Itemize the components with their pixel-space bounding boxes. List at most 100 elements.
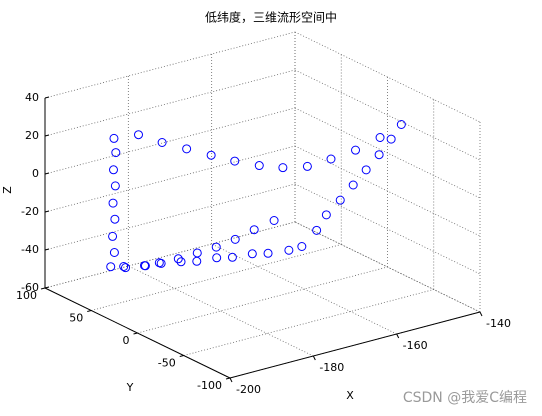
point	[297, 242, 307, 251]
grid-line	[294, 107, 481, 199]
x-tick	[479, 311, 483, 317]
watermark: CSDN @我爱C编程	[403, 390, 527, 406]
point	[361, 165, 371, 175]
point	[119, 262, 129, 271]
point	[386, 134, 396, 144]
x-axis-label: X	[346, 389, 354, 402]
point	[374, 150, 384, 160]
x-tick	[312, 355, 316, 361]
point	[109, 133, 119, 143]
point	[254, 161, 264, 171]
grid-line	[294, 145, 481, 237]
grid-line	[44, 183, 296, 251]
grid-line	[294, 221, 481, 313]
grid-line	[137, 266, 388, 334]
grid-line	[44, 145, 296, 213]
z-tick-label: -60	[21, 281, 39, 294]
grid-line	[294, 183, 481, 275]
grid-line	[44, 107, 296, 175]
x-axis-line	[229, 311, 481, 379]
y-tick	[40, 287, 46, 290]
z-tick	[44, 248, 50, 251]
point	[182, 144, 192, 154]
y-tick	[87, 310, 92, 312]
point	[326, 154, 336, 164]
z-axis-label: Z	[1, 186, 14, 194]
point	[278, 163, 288, 173]
grid-line	[211, 243, 397, 335]
point	[154, 258, 164, 268]
x-tick-label: -140	[486, 317, 511, 330]
point	[335, 195, 345, 205]
point	[302, 161, 312, 171]
z-tick	[44, 134, 50, 137]
point	[269, 216, 279, 225]
point	[109, 165, 118, 175]
point	[211, 242, 221, 252]
z-tick-label: -20	[21, 205, 39, 218]
z-tick-label: 0	[32, 167, 39, 180]
z-tick	[44, 210, 50, 213]
grid-line	[44, 221, 296, 289]
y-tick-label: -100	[197, 379, 222, 392]
y-tick-label: -50	[158, 357, 176, 370]
point	[108, 231, 118, 241]
x-tick-label: -160	[403, 339, 428, 352]
y-tick	[179, 355, 184, 357]
point	[173, 254, 183, 264]
point	[249, 225, 259, 235]
point	[134, 130, 143, 140]
point	[108, 198, 118, 208]
point	[121, 263, 131, 273]
y-tick-label: 100	[16, 289, 37, 302]
point	[192, 248, 202, 258]
y-tick	[133, 332, 138, 335]
y-axis-label: Y	[126, 381, 134, 394]
point	[230, 234, 240, 244]
point	[230, 156, 240, 166]
y-tick-label: 0	[123, 334, 130, 347]
z-tick-label: -40	[21, 243, 39, 256]
point	[348, 180, 358, 190]
chart-title: 低纬度，三维流形空间中	[205, 10, 337, 25]
grid-line	[91, 244, 342, 311]
grid-line	[44, 69, 296, 137]
point	[375, 133, 385, 142]
point	[321, 210, 331, 220]
z-tick-label: 40	[25, 91, 39, 104]
point	[212, 253, 222, 263]
grid-line	[294, 31, 481, 123]
z-tick-label: 20	[25, 129, 39, 142]
point	[111, 148, 121, 158]
point	[227, 252, 237, 262]
point	[176, 257, 186, 267]
x-tick-label: -180	[319, 361, 344, 374]
point	[206, 150, 216, 160]
z-tick	[44, 96, 50, 99]
point	[396, 120, 406, 129]
point	[351, 145, 361, 155]
point	[263, 248, 273, 258]
z-tick	[44, 172, 50, 175]
x-tick	[396, 333, 400, 339]
grid-line	[128, 265, 314, 357]
point	[284, 245, 294, 255]
x-tick-label: -200	[236, 383, 261, 396]
point	[247, 249, 257, 259]
point	[110, 181, 120, 191]
grid-line	[44, 31, 296, 99]
z-tick	[44, 286, 50, 289]
point	[110, 214, 120, 224]
point	[106, 262, 116, 272]
y-tick-label: 50	[69, 312, 83, 325]
point	[312, 225, 322, 235]
grid-line	[183, 289, 434, 356]
point	[140, 261, 150, 271]
point	[109, 248, 119, 257]
grid-line	[294, 69, 481, 161]
x-tick	[229, 377, 233, 383]
point	[157, 138, 167, 147]
y-tick	[225, 377, 231, 380]
